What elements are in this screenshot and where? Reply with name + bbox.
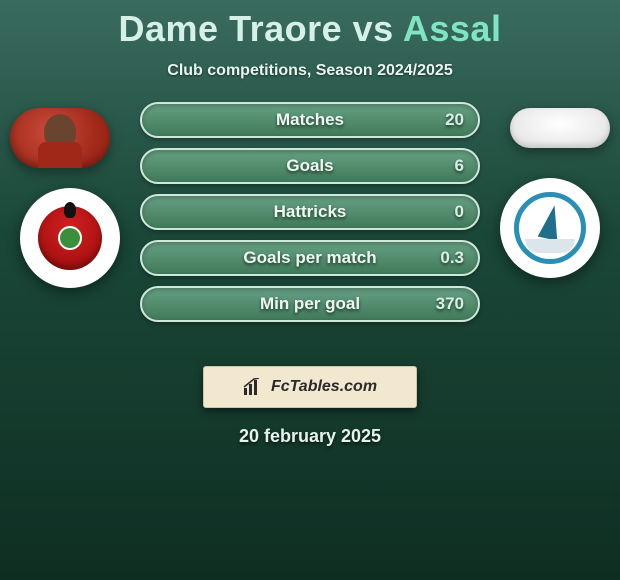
- player1-name: Dame Traore: [119, 8, 343, 49]
- stat-value: 6: [455, 156, 464, 176]
- stat-value: 0: [455, 202, 464, 222]
- player2-avatar: [510, 108, 610, 148]
- stat-bar-goals-per-match: Goals per match 0.3: [140, 240, 480, 276]
- page-title: Dame Traore vs Assal: [0, 0, 620, 50]
- stat-bar-min-per-goal: Min per goal 370: [140, 286, 480, 322]
- stat-value: 20: [445, 110, 464, 130]
- bar-chart-icon: [243, 378, 265, 396]
- stat-label: Matches: [276, 110, 344, 130]
- stat-bars: Matches 20 Goals 6 Hattricks 0 Goals per…: [140, 102, 480, 332]
- source-badge: FcTables.com: [203, 366, 417, 408]
- stat-bar-matches: Matches 20: [140, 102, 480, 138]
- stat-label: Goals per match: [243, 248, 376, 268]
- stat-value: 370: [436, 294, 464, 314]
- stat-label: Goals: [286, 156, 333, 176]
- stat-bar-hattricks: Hattricks 0: [140, 194, 480, 230]
- subtitle: Club competitions, Season 2024/2025: [0, 62, 620, 80]
- source-site: FcTables.com: [271, 378, 377, 396]
- player1-avatar: [10, 108, 110, 168]
- club-badge-icon: [514, 192, 586, 264]
- club-badge-icon: [38, 206, 102, 270]
- vs-text: vs: [353, 8, 394, 49]
- player2-name: Assal: [403, 8, 502, 49]
- date-text: 20 february 2025: [0, 426, 620, 447]
- player2-club-badge: [500, 178, 600, 278]
- stat-label: Min per goal: [260, 294, 360, 314]
- stat-value: 0.3: [440, 248, 464, 268]
- stat-bar-goals: Goals 6: [140, 148, 480, 184]
- comparison-panel: Matches 20 Goals 6 Hattricks 0 Goals per…: [0, 108, 620, 348]
- player1-club-badge: [20, 188, 120, 288]
- stat-label: Hattricks: [274, 202, 347, 222]
